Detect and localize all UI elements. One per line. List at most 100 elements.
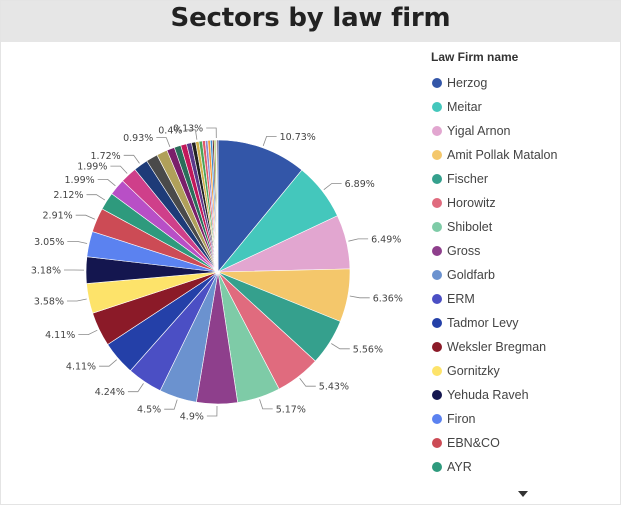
title-bar: Sectors by law firm (1, 1, 620, 42)
leader-line (75, 214, 96, 220)
legend-label: AYR (447, 460, 472, 474)
legend-item[interactable]: EBN&CO (431, 431, 616, 455)
data-label: 3.58% (34, 297, 64, 308)
legend-item[interactable]: Yehuda Raveh (431, 383, 616, 407)
legend-item[interactable]: Amit Pollak Matalon (431, 143, 616, 167)
legend-item[interactable]: Tadmor Levy (431, 311, 616, 335)
leader-line (348, 238, 369, 242)
legend-marker (432, 150, 442, 160)
legend-label: Yigal Arnon (447, 124, 511, 138)
leader-line (99, 359, 117, 367)
leader-line (259, 399, 273, 410)
legend-label: Meitar (447, 100, 482, 114)
data-label: 2.91% (43, 211, 73, 222)
leader-line (206, 127, 217, 139)
pie-slice[interactable] (217, 139, 303, 273)
legend-item[interactable]: Yigal Arnon (431, 119, 616, 143)
legend-label: Gornitzky (447, 364, 500, 378)
data-label: 4.11% (45, 330, 75, 341)
legend-items: Herzog Meitar Yigal Arnon Amit Pollak Matal… (431, 71, 616, 479)
leader-line (262, 136, 277, 147)
data-label: 1.99% (77, 162, 107, 173)
chart-title: Sectors by law firm (170, 3, 451, 33)
legend-marker (432, 246, 442, 256)
data-label: 2.12% (53, 190, 83, 201)
legend-marker (432, 174, 442, 184)
legend-item[interactable]: Goldfarb (431, 263, 616, 287)
legend-label: Firon (447, 412, 476, 426)
legend-label: Horowitz (447, 196, 496, 210)
data-label: 4.11% (66, 362, 96, 373)
legend-marker (432, 294, 442, 304)
data-label: 4.5% (137, 405, 161, 416)
leader-line (78, 329, 98, 336)
legend-label: ERM (447, 292, 475, 306)
legend-scroll-down-button[interactable] (518, 491, 528, 497)
legend-label: Gross (447, 244, 481, 258)
legend-label: Yehuda Raveh (447, 388, 529, 402)
data-label: 3.05% (34, 237, 64, 248)
legend-title: Law Firm name (431, 50, 519, 64)
legend-marker (432, 222, 442, 232)
leader-line (156, 137, 171, 148)
legend-label: Goldfarb (447, 268, 495, 282)
leader-line (185, 129, 198, 140)
legend-item[interactable]: Horowitz (431, 191, 616, 215)
legend-marker (432, 342, 442, 352)
legend-label: Amit Pollak Matalon (447, 148, 558, 162)
legend-label: Herzog (447, 76, 488, 90)
data-label: 5.56% (353, 344, 383, 355)
data-label: 3.18% (31, 266, 61, 277)
data-label: 6.36% (373, 293, 403, 304)
data-label: 0.93% (123, 133, 153, 144)
legend-marker (432, 102, 442, 112)
legend-label: Shibolet (447, 220, 493, 234)
data-label: 1.72% (91, 151, 121, 162)
data-label: 4.24% (95, 387, 125, 398)
legend-marker (432, 414, 442, 424)
data-label: 4.9% (180, 412, 204, 423)
legend-label: EBN&CO (447, 436, 500, 450)
legend-marker (432, 198, 442, 208)
data-label: 6.89% (345, 179, 375, 190)
legend-item[interactable]: Firon (431, 407, 616, 431)
legend-marker (432, 438, 442, 448)
data-label: 1.99% (65, 175, 95, 186)
leader-line (164, 399, 178, 410)
data-label: 5.17% (276, 404, 306, 415)
legend-item[interactable]: Herzog (431, 71, 616, 95)
data-label: 0.4% (158, 125, 182, 136)
legend-item[interactable]: Gross (431, 239, 616, 263)
legend-label: Tadmor Levy (447, 316, 519, 330)
legend-label: Fischer (447, 172, 488, 186)
legend-item[interactable]: Fischer (431, 167, 616, 191)
data-label: 6.49% (371, 234, 401, 245)
leader-line (331, 343, 350, 350)
legend-marker (432, 78, 442, 88)
leader-line (323, 183, 342, 191)
pie-slice[interactable] (216, 139, 219, 273)
legend-item[interactable]: AYR (431, 455, 616, 479)
leader-line (110, 165, 128, 174)
legend-item[interactable]: Meitar (431, 95, 616, 119)
legend-label: Weksler Bregman (447, 340, 547, 354)
leader-line (206, 405, 218, 417)
leader-line (349, 295, 370, 299)
legend-item[interactable]: Gornitzky (431, 359, 616, 383)
leader-line (86, 194, 106, 201)
leader-line (67, 298, 87, 302)
legend-marker (432, 318, 442, 328)
legend-marker (432, 366, 442, 376)
legend-marker (432, 390, 442, 400)
legend: Law Firm name Herzog Meitar Yigal Arnon Ami… (431, 49, 616, 479)
legend-item[interactable]: Shibolet (431, 215, 616, 239)
data-label: 5.43% (319, 382, 349, 393)
legend-item[interactable]: Weksler Bregman (431, 335, 616, 359)
pie-chart: 10.73% 6.89% 6.49% 6.36% 5.56% 5.43% 5.17% 4.9%… (31, 124, 403, 423)
legend-marker (432, 462, 442, 472)
legend-marker (432, 270, 442, 280)
legend-item[interactable]: ERM (431, 287, 616, 311)
data-label: 0.13% (173, 124, 203, 135)
leader-line (123, 154, 140, 164)
